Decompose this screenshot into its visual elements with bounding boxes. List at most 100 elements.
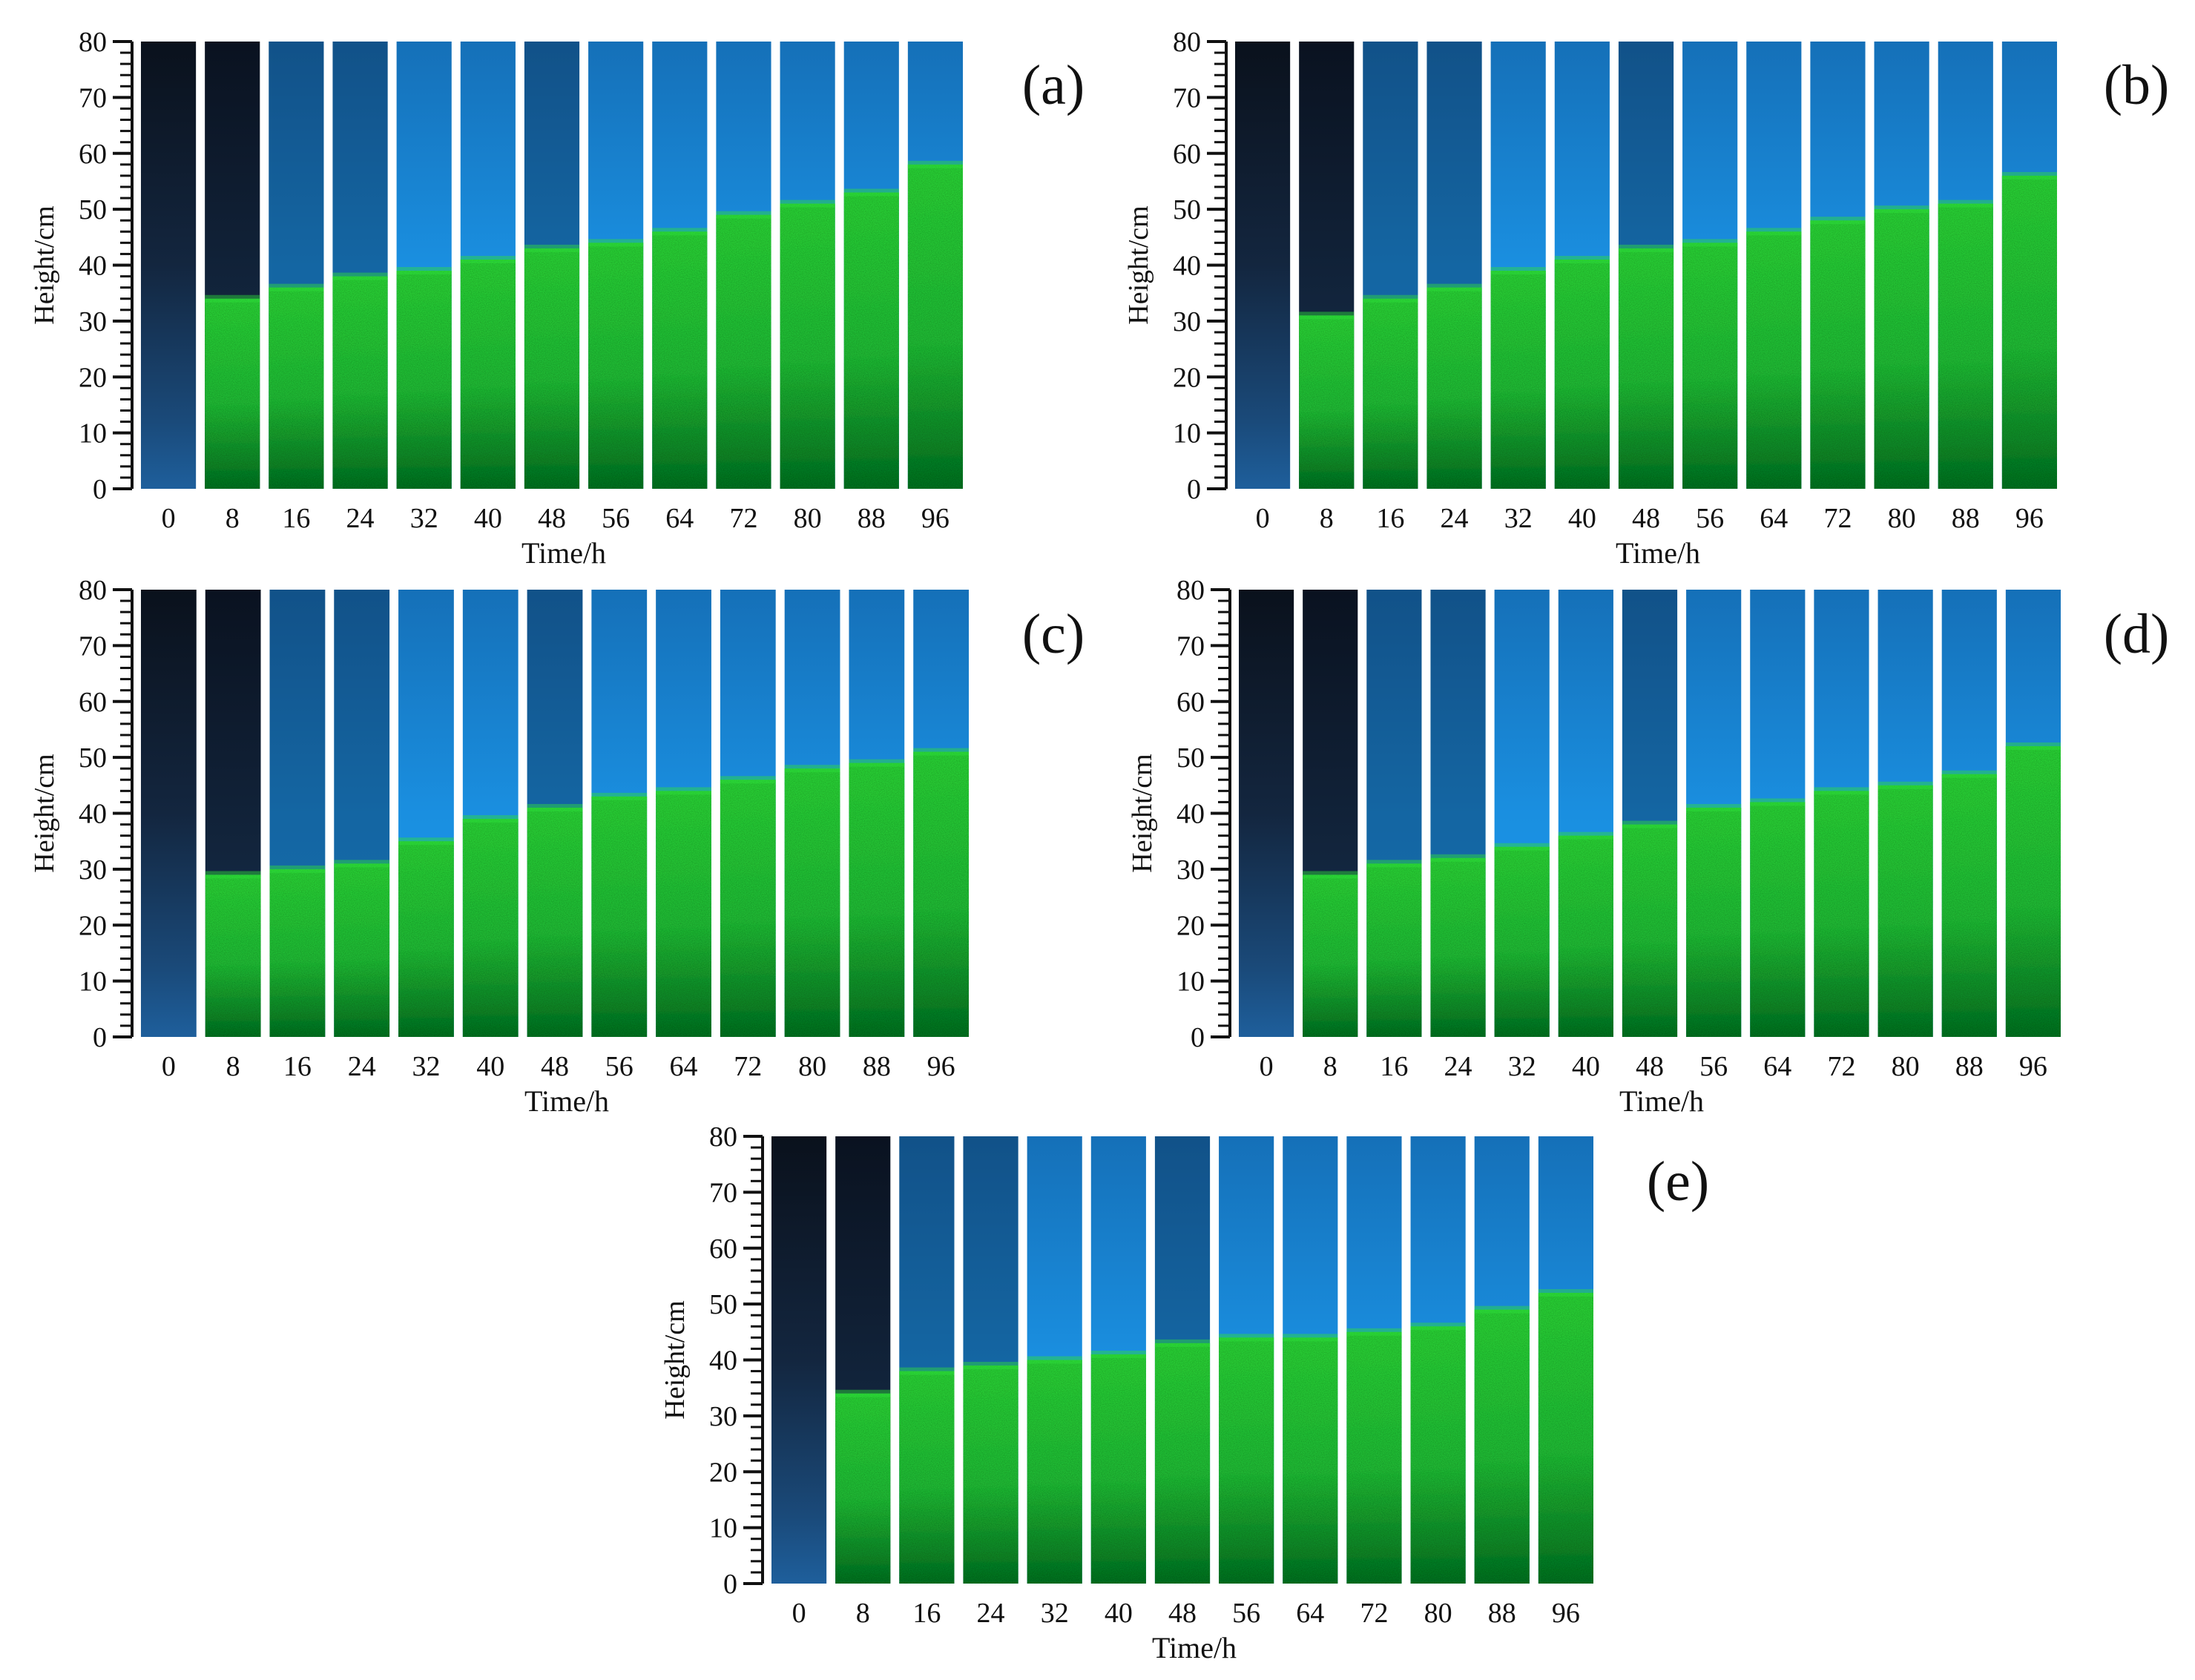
y-tick-label: 0 xyxy=(1191,1022,1205,1053)
interface-edge xyxy=(1810,217,1866,225)
x-tick-label: 0 xyxy=(1256,503,1270,534)
sediment-bar xyxy=(269,869,326,1037)
y-tick-label: 20 xyxy=(1173,362,1201,393)
sediment-bar xyxy=(1410,1326,1466,1584)
sediment-bar xyxy=(1622,824,1678,1037)
y-tick-label: 60 xyxy=(1173,139,1201,170)
column-0h xyxy=(141,590,197,1037)
y-tick-label: 10 xyxy=(709,1513,737,1544)
x-tick-label: 32 xyxy=(1504,503,1533,534)
column-96h xyxy=(2001,42,2057,489)
x-tick-label: 80 xyxy=(1888,503,1916,534)
sediment-bar xyxy=(1154,1343,1211,1584)
x-axis-title: Time/h xyxy=(1616,536,1700,570)
column-24h xyxy=(332,42,388,489)
y-tick-label: 0 xyxy=(1187,474,1201,505)
x-tick-label: 16 xyxy=(1380,1051,1408,1082)
x-tick-label: 80 xyxy=(1424,1598,1452,1629)
column-16h xyxy=(269,590,326,1037)
x-tick-label: 56 xyxy=(1699,1051,1728,1082)
column-0h xyxy=(141,42,197,489)
interface-edge xyxy=(1090,1350,1146,1358)
sediment-bar xyxy=(460,259,516,489)
interface-edge xyxy=(1622,820,1678,829)
x-tick-label: 96 xyxy=(927,1051,955,1082)
x-tick-label: 24 xyxy=(1444,1051,1472,1082)
interface-edge xyxy=(1027,1356,1082,1364)
interface-edge xyxy=(843,188,899,197)
y-tick-label: 30 xyxy=(79,306,107,337)
interface-edge xyxy=(1558,831,1613,840)
x-tick-label: 72 xyxy=(1827,1051,1855,1082)
column-0h xyxy=(1235,42,1291,489)
interface-edge xyxy=(913,748,969,756)
interface-edge xyxy=(396,267,452,275)
interface-edge xyxy=(1494,843,1550,851)
x-tick-label: 24 xyxy=(348,1051,376,1082)
y-tick-label: 70 xyxy=(1173,82,1201,113)
sediment-bar xyxy=(1363,298,1418,489)
interface-edge xyxy=(1474,1305,1530,1314)
y-axis-title: Height/cm xyxy=(29,205,60,324)
sediment-bar xyxy=(843,192,899,489)
sediment-bar xyxy=(784,768,840,1037)
sediment-bar xyxy=(1027,1360,1082,1584)
column-48h xyxy=(527,590,583,1037)
interface-edge xyxy=(1346,1328,1402,1336)
y-tick-label: 20 xyxy=(1177,910,1205,941)
interface-edge xyxy=(1366,860,1422,868)
y-tick-label: 80 xyxy=(79,575,107,606)
sediment-bar xyxy=(1426,287,1482,489)
column-16h xyxy=(899,1136,955,1584)
panel-4: 0 10 20 30 40 50 60 70 80 Height/cm 0 8 16 24 32 40 48 56… xyxy=(659,1121,1709,1664)
column-64h xyxy=(1750,590,1806,1037)
interface-edge xyxy=(1538,1289,1593,1297)
interface-edge xyxy=(205,294,260,303)
y-tick-label: 40 xyxy=(79,799,107,830)
column-48h xyxy=(1618,42,1674,489)
column-24h xyxy=(1430,590,1486,1037)
interface-edge xyxy=(524,244,580,252)
sediment-bar xyxy=(849,762,905,1037)
column-16h xyxy=(1366,590,1422,1037)
x-tick-label: 88 xyxy=(1955,1051,1984,1082)
sediment-bar xyxy=(1874,209,1929,489)
x-tick-label: 48 xyxy=(1168,1598,1197,1629)
column-56h xyxy=(591,590,648,1037)
sediment-bar xyxy=(588,243,644,489)
column-80h xyxy=(1874,42,1929,489)
y-tick-label: 60 xyxy=(79,139,107,170)
x-tick-label: 56 xyxy=(1232,1598,1260,1629)
sediment-bar xyxy=(1750,802,1806,1037)
y-tick-label: 60 xyxy=(1177,687,1205,718)
sediment-bar xyxy=(1538,1293,1593,1584)
interface-edge xyxy=(1686,803,1742,811)
y-tick-label: 70 xyxy=(79,82,107,113)
sediment-bar xyxy=(269,287,324,489)
x-tick-label: 64 xyxy=(1760,503,1788,534)
column-56h xyxy=(1686,590,1742,1037)
x-tick-label: 48 xyxy=(1632,503,1660,534)
sediment-bar xyxy=(1746,231,1802,489)
panel-3: 0 10 20 30 40 50 60 70 80 Height/cm 0 8 16 24 32 40 48 56… xyxy=(1127,575,2169,1118)
y-tick-label: 10 xyxy=(79,966,107,998)
y-axis-title: Height/cm xyxy=(1127,754,1158,872)
panel-label: (a) xyxy=(1022,54,1085,116)
water-region xyxy=(771,1136,827,1584)
x-tick-label: 72 xyxy=(1823,503,1852,534)
column-72h xyxy=(1346,1136,1402,1584)
x-axis-title: Time/h xyxy=(1619,1084,1704,1118)
sediment-bar xyxy=(1430,857,1486,1037)
interface-edge xyxy=(2005,742,2061,751)
sediment-bar xyxy=(1494,846,1550,1037)
interface-edge xyxy=(1219,1334,1274,1342)
x-tick-label: 96 xyxy=(2015,503,2044,534)
y-tick-label: 60 xyxy=(709,1233,737,1265)
x-tick-label: 96 xyxy=(2019,1051,2047,1082)
interface-edge xyxy=(591,792,648,800)
interface-edge xyxy=(1814,787,1869,795)
panel-label: (b) xyxy=(2104,54,2170,116)
column-24h xyxy=(334,590,390,1037)
y-axis-title: Height/cm xyxy=(29,754,60,872)
